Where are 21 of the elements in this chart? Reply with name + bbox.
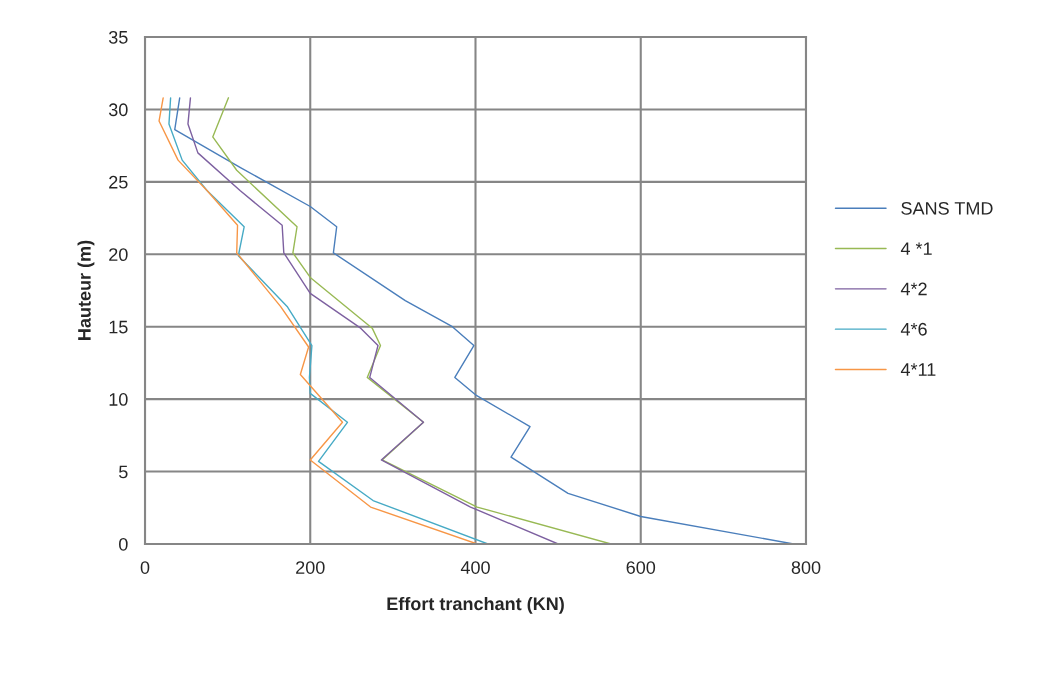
legend-label: SANS TMD [901,201,993,215]
y-tick-label: 35 [108,30,128,44]
legend-label: 4*11 [900,363,936,376]
y-tick-label: 0 [119,537,128,551]
y-tick-label: 10 [109,393,128,406]
y-tick-label: 20 [109,248,128,262]
x-tick-label: 0 [140,561,150,574]
legend-label: 4 *1 [900,242,932,255]
y-tick-label: 15 [109,320,128,334]
y-axis-title: Hauteur (m) [77,240,95,340]
x-tick-label: 600 [626,561,656,574]
legend-label: 4*6 [900,322,927,336]
line-series [187,97,559,544]
legend-label: 4*2 [900,282,927,296]
y-tick-label: 30 [108,103,128,117]
x-tick-label: 400 [460,561,490,574]
y-tick-label: 5 [119,465,128,479]
x-tick-label: 800 [791,561,821,574]
x-tick-label: 200 [296,561,325,574]
y-tick-label: 25 [109,175,128,189]
x-axis-title: Effort tranchant (KN) [387,596,564,614]
